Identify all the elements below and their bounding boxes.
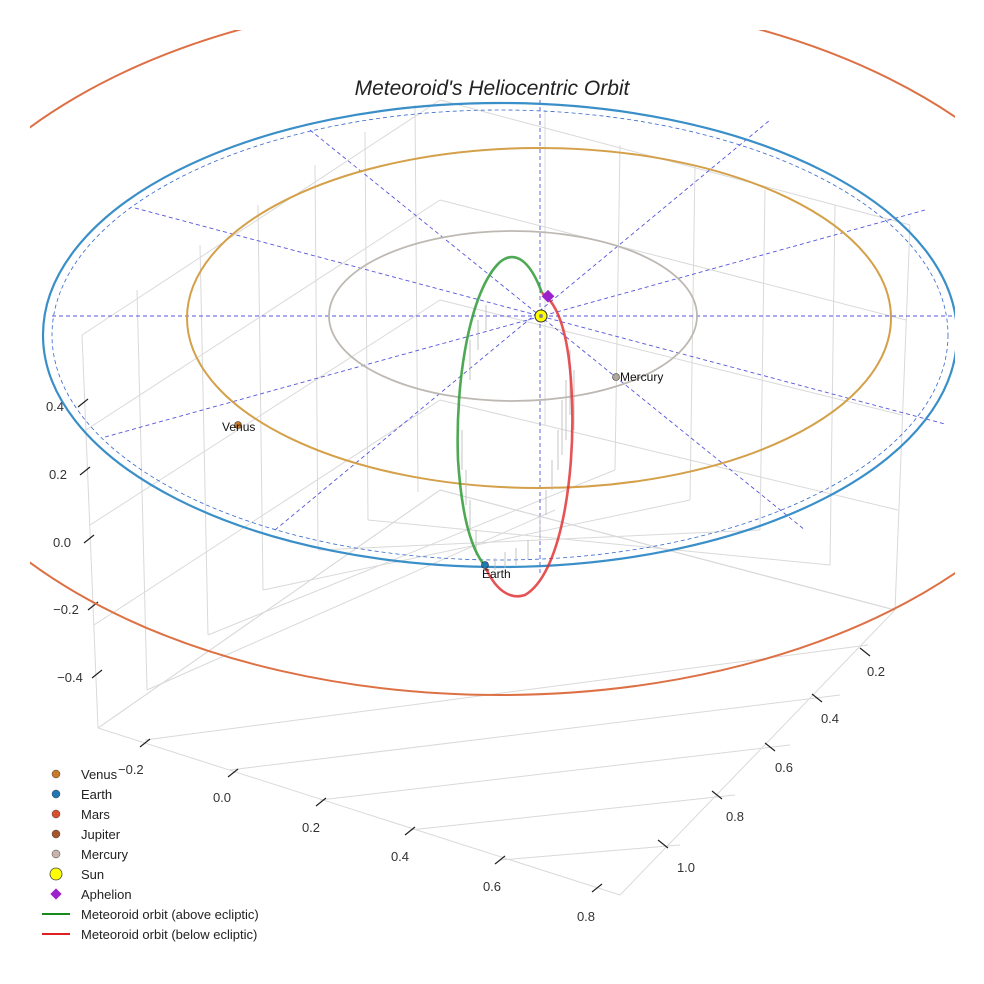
mercury-orbit: [328, 230, 698, 402]
meteoroid-orbit-above: [456, 255, 544, 567]
legend-below-label: Meteoroid orbit (below ecliptic): [81, 927, 257, 942]
x-tick-label: 0.6: [483, 879, 501, 894]
legend-above-label: Meteoroid orbit (above ecliptic): [81, 907, 259, 922]
radial-reference-lines: [52, 100, 955, 575]
legend-aphelion-marker: [50, 888, 62, 900]
mercury-marker: [612, 373, 620, 381]
y-tick-label: 0.8: [726, 809, 744, 824]
mercury-label: Mercury: [620, 370, 663, 384]
sun-marker: [534, 309, 548, 323]
legend: Venus Earth Mars Jupiter Mercury Sun Aph…: [42, 767, 259, 942]
legend-jupiter-marker: [51, 829, 61, 839]
z-tick-labels: 0.4 0.2 0.0 −0.2 −0.4: [46, 399, 83, 685]
x-tick-label: 0.8: [577, 909, 595, 924]
legend-mars-label: Mars: [81, 807, 110, 822]
earth-marker: [481, 561, 489, 569]
mars-orbit: [30, 30, 955, 696]
legend-sun-label: Sun: [81, 867, 104, 882]
z-tick-label: −0.4: [57, 670, 83, 685]
z-tick-label: 0.4: [46, 399, 64, 414]
legend-sun-marker: [49, 867, 63, 881]
y-tick-label: 1.0: [677, 860, 695, 875]
legend-jupiter-label: Jupiter: [81, 827, 121, 842]
z-tick-label: 0.2: [49, 467, 67, 482]
legend-mercury-label: Mercury: [81, 847, 128, 862]
venus-label: Venus: [222, 420, 255, 434]
x-tick-label: −0.2: [118, 762, 144, 777]
earth-label: Earth: [482, 567, 511, 581]
chart-title: Meteoroid's Heliocentric Orbit: [355, 77, 631, 100]
venus-marker: [234, 421, 242, 429]
meteoroid-orbit-below: [483, 291, 574, 598]
z-tick-label: −0.2: [53, 602, 79, 617]
earth-orbit: [42, 101, 955, 569]
y-tick-label: 0.2: [867, 664, 885, 679]
projection-droplines: [461, 305, 575, 570]
venus-orbit: [186, 147, 892, 489]
x-tick-label: 0.0: [213, 790, 231, 805]
legend-venus-label: Venus: [81, 767, 118, 782]
axis-ticks: [77, 398, 871, 893]
z-tick-label: 0.0: [53, 535, 71, 550]
legend-aphelion-label: Aphelion: [81, 887, 132, 902]
legend-mars-marker: [51, 809, 61, 819]
y-tick-labels: 0.2 0.4 0.6 0.8 1.0: [677, 664, 885, 875]
legend-earth-label: Earth: [81, 787, 112, 802]
grid-lines: [81, 99, 911, 896]
x-tick-label: 0.4: [391, 849, 409, 864]
legend-earth-marker: [51, 789, 61, 799]
y-tick-label: 0.6: [775, 760, 793, 775]
legend-venus-marker: [51, 769, 61, 779]
earth-orbit-dashed: [51, 109, 949, 561]
y-tick-label: 0.4: [821, 711, 839, 726]
x-tick-label: 0.2: [302, 820, 320, 835]
legend-mercury-marker: [51, 849, 61, 859]
x-tick-labels: −0.2 0.0 0.2 0.4 0.6 0.8: [118, 762, 595, 924]
